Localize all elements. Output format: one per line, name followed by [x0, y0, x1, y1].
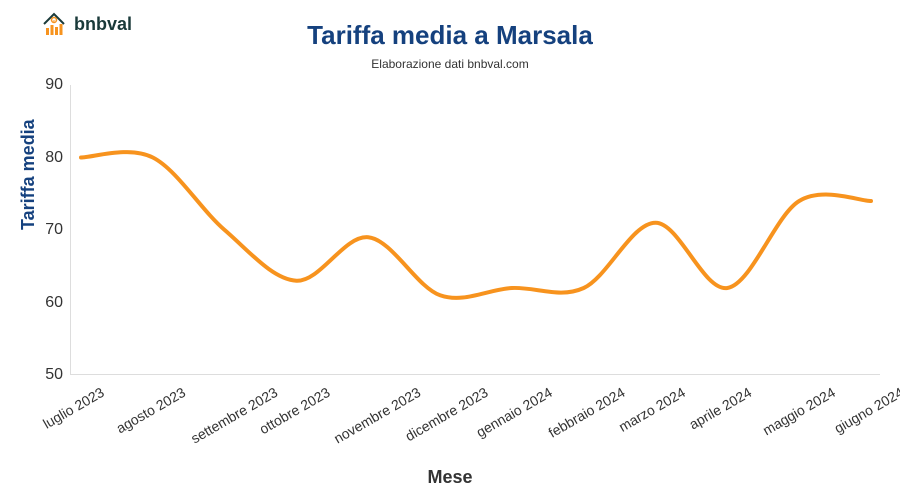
logo: P bnbval [40, 10, 132, 38]
svg-text:P: P [53, 19, 56, 24]
x-tick: aprile 2024 [687, 384, 755, 432]
x-tick: febbraio 2024 [545, 384, 627, 441]
line-path [81, 152, 871, 298]
chart-area: 5060708090luglio 2023agosto 2023settembr… [70, 85, 880, 375]
line-series [71, 85, 881, 375]
x-axis-label: Mese [427, 467, 472, 488]
chart-title: Tariffa media a Marsala [0, 0, 900, 51]
x-tick: settembre 2023 [188, 384, 280, 447]
x-tick: giugno 2024 [831, 384, 900, 436]
x-tick: agosto 2023 [113, 384, 188, 436]
y-tick: 70 [45, 221, 71, 239]
plot-area: 5060708090luglio 2023agosto 2023settembr… [70, 85, 880, 375]
house-bars-icon: P [40, 10, 68, 38]
y-tick: 90 [45, 76, 71, 94]
y-tick: 50 [45, 366, 71, 384]
chart-subtitle: Elaborazione dati bnbval.com [0, 57, 900, 71]
x-tick: maggio 2024 [760, 384, 838, 438]
y-axis-label: Tariffa media [18, 119, 39, 230]
x-tick: marzo 2024 [615, 384, 687, 435]
logo-text: bnbval [74, 14, 132, 35]
y-tick: 60 [45, 294, 71, 312]
y-tick: 80 [45, 149, 71, 167]
x-tick: luglio 2023 [40, 384, 107, 432]
